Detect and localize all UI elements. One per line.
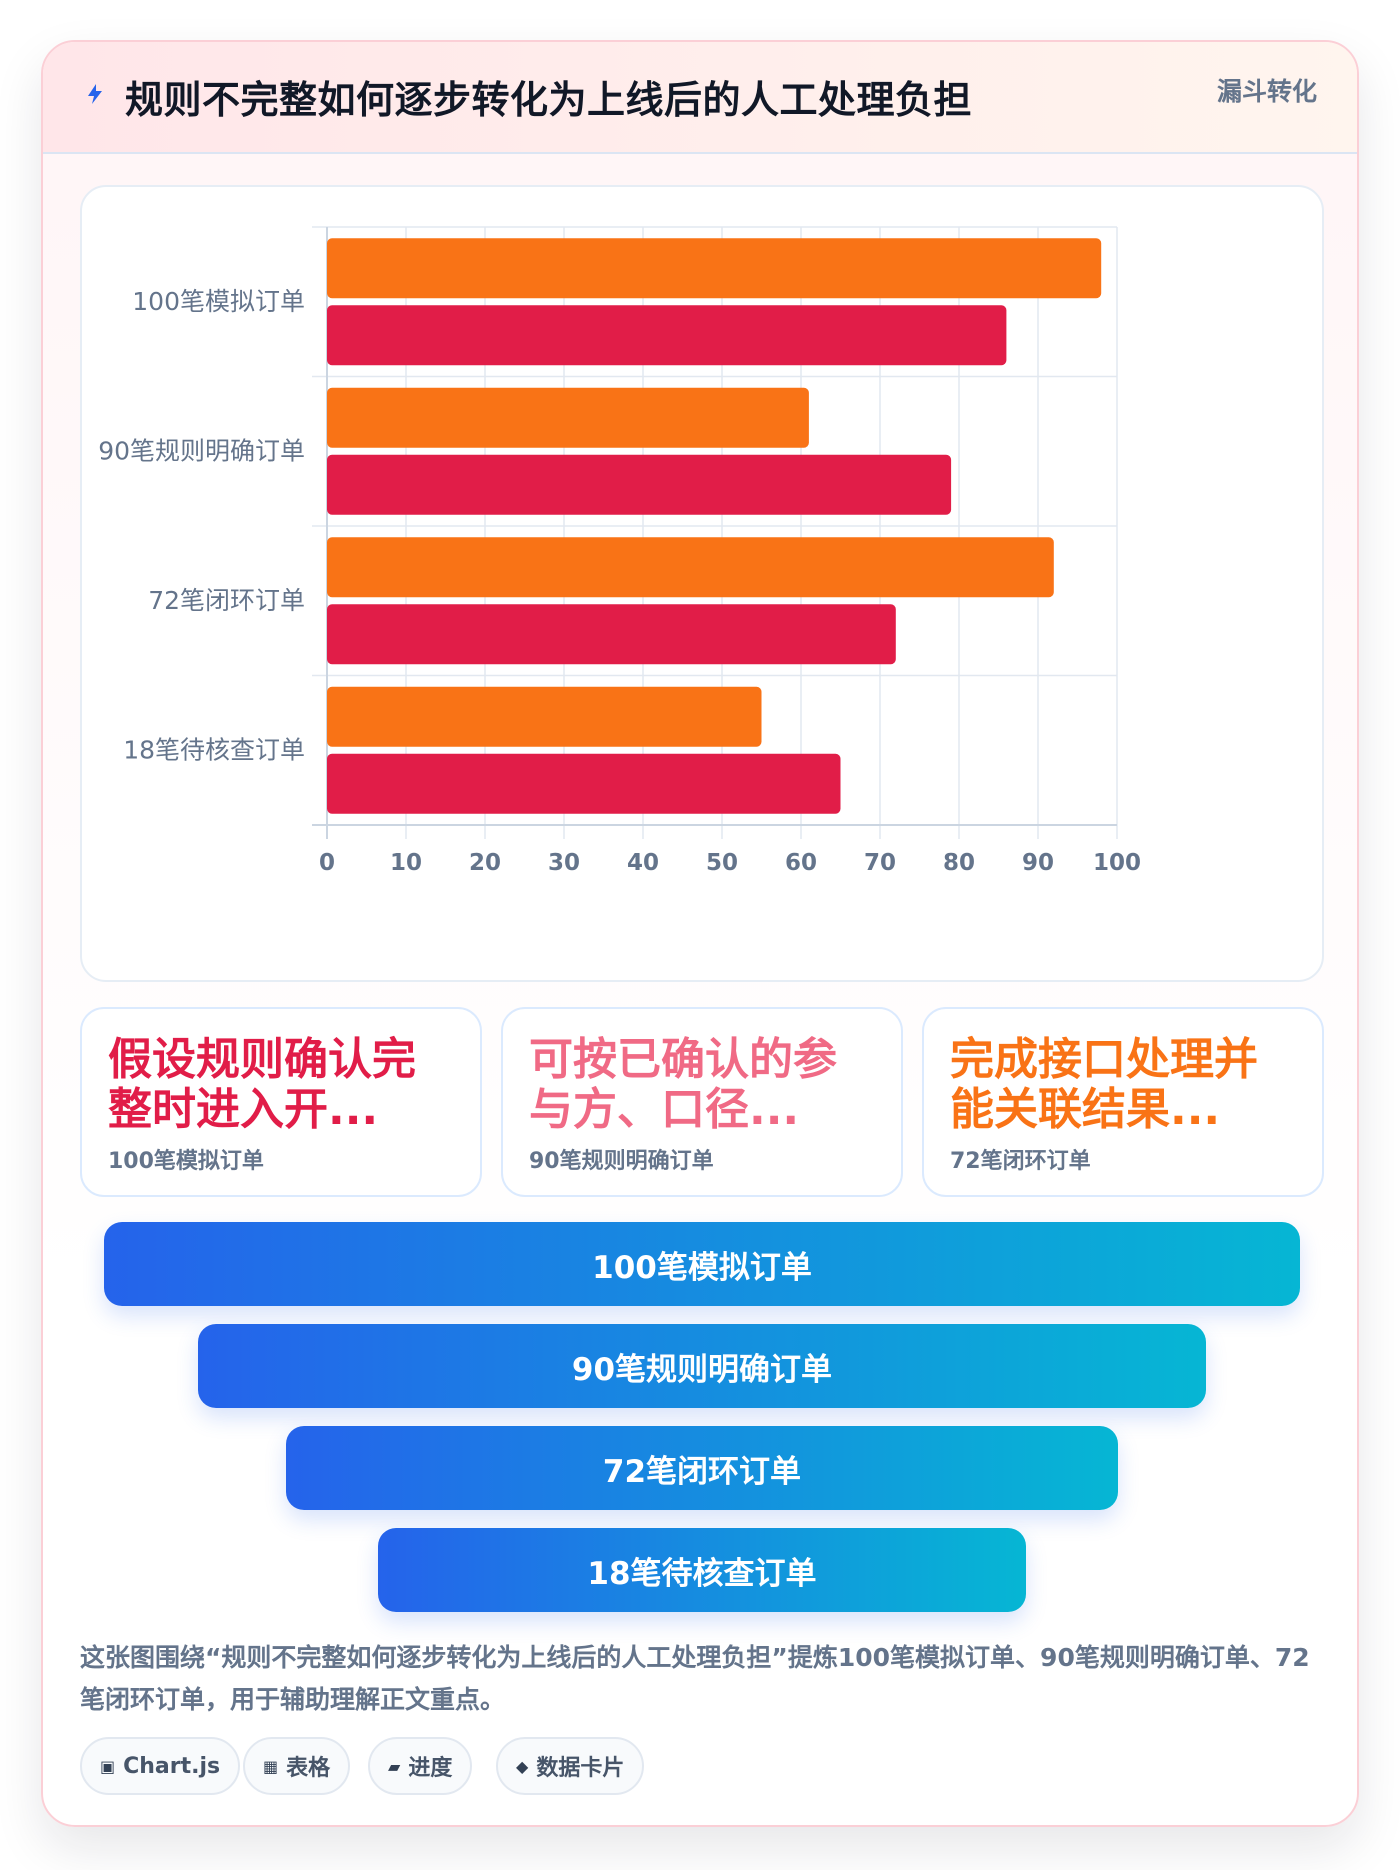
x-tick-label: 20 bbox=[469, 850, 501, 876]
x-tick-label: 40 bbox=[627, 850, 659, 876]
infographic-card: 规则不完整如何逐步转化为上线后的人工处理负担 漏斗转化 100笔模拟订单 90笔规… bbox=[41, 40, 1359, 1827]
chip-progress[interactable]: ▰ 进度 bbox=[368, 1737, 473, 1795]
stat-card-title: 可按已确认的参与方、口径... bbox=[529, 1034, 837, 1135]
chip-label: Chart.js bbox=[123, 1753, 221, 1779]
stat-card-2: 可按已确认的参与方、口径... 90笔规则明确订单 bbox=[501, 1007, 903, 1197]
bar-2-3 bbox=[327, 604, 896, 665]
page-title: 规则不完整如何逐步转化为上线后的人工处理负担 bbox=[125, 78, 973, 122]
category-label: 18笔待核查订单 bbox=[123, 735, 305, 764]
table-icon: ▦ bbox=[263, 1756, 279, 1776]
stat-card-title: 完成接口处理并能关联结果... bbox=[950, 1034, 1258, 1135]
chip-chartjs[interactable]: ▣ Chart.js bbox=[80, 1737, 241, 1795]
card-header: 规则不完整如何逐步转化为上线后的人工处理负担 漏斗转化 bbox=[43, 42, 1357, 154]
chip-label: 进度 bbox=[408, 1756, 453, 1781]
category-label: 72笔闭环订单 bbox=[148, 586, 305, 615]
x-tick-label: 50 bbox=[706, 850, 738, 876]
category-label: 100笔模拟订单 bbox=[132, 287, 305, 316]
x-tick-label: 60 bbox=[785, 850, 817, 876]
x-tick-label: 90 bbox=[1022, 850, 1054, 876]
funnel-stage-2: 90笔规则明确订单 bbox=[198, 1324, 1206, 1408]
bar-1-2 bbox=[327, 387, 809, 448]
chart-icon: ▣ bbox=[100, 1756, 116, 1776]
progress-icon: ▰ bbox=[388, 1756, 401, 1776]
x-tick-label: 10 bbox=[390, 850, 422, 876]
bar-1-3 bbox=[327, 537, 1054, 598]
stat-card-1: 假设规则确认完整时进入开... 100笔模拟订单 bbox=[80, 1007, 482, 1197]
chart-panel: 100笔模拟订单 90笔规则明确订单 72笔闭环订单 18笔待核查订单 0 10 20 30 4… bbox=[80, 185, 1324, 982]
chip-label: 数据卡片 bbox=[536, 1756, 625, 1781]
funnel-stage-4: 18笔待核查订单 bbox=[378, 1528, 1026, 1612]
stat-card-subtitle: 72笔闭环订单 bbox=[950, 1149, 1091, 1174]
bar-2-2 bbox=[327, 454, 952, 515]
stat-card-subtitle: 90笔规则明确订单 bbox=[529, 1149, 714, 1174]
chip-table[interactable]: ▦ 表格 bbox=[243, 1737, 351, 1795]
bar-1-4 bbox=[327, 686, 762, 747]
stat-card-title: 假设规则确认完整时进入开... bbox=[108, 1034, 416, 1135]
x-tick-label: 80 bbox=[943, 850, 975, 876]
bar-1-1 bbox=[327, 238, 1102, 299]
x-tick-label: 100 bbox=[1093, 850, 1141, 876]
bar-chart: 100笔模拟订单 90笔规则明确订单 72笔闭环订单 18笔待核查订单 0 10 20 30 4… bbox=[98, 226, 1141, 876]
stat-card-subtitle: 100笔模拟订单 bbox=[108, 1149, 264, 1174]
x-tick-label: 30 bbox=[548, 850, 580, 876]
category-tag: 漏斗转化 bbox=[1216, 77, 1317, 106]
bar-2-1 bbox=[327, 305, 1007, 366]
x-tick-label: 70 bbox=[864, 850, 896, 876]
bar-2-4 bbox=[327, 753, 841, 814]
x-tick-label: 0 bbox=[319, 850, 335, 876]
funnel-stage-1: 100笔模拟订单 bbox=[104, 1222, 1300, 1306]
diamond-icon: ◆ bbox=[516, 1756, 529, 1776]
chip-label: 表格 bbox=[286, 1756, 331, 1781]
chart-caption: 这张图围绕“规则不完整如何逐步转化为上线后的人工处理负担”提炼100笔模拟订单、… bbox=[80, 1643, 1310, 1714]
chip-data-card[interactable]: ◆ 数据卡片 bbox=[496, 1737, 645, 1795]
funnel-stage-3: 72笔闭环订单 bbox=[286, 1426, 1118, 1510]
category-label: 90笔规则明确订单 bbox=[98, 436, 305, 465]
lightning-icon bbox=[88, 84, 102, 104]
stat-card-3: 完成接口处理并能关联结果... 72笔闭环订单 bbox=[922, 1007, 1324, 1197]
